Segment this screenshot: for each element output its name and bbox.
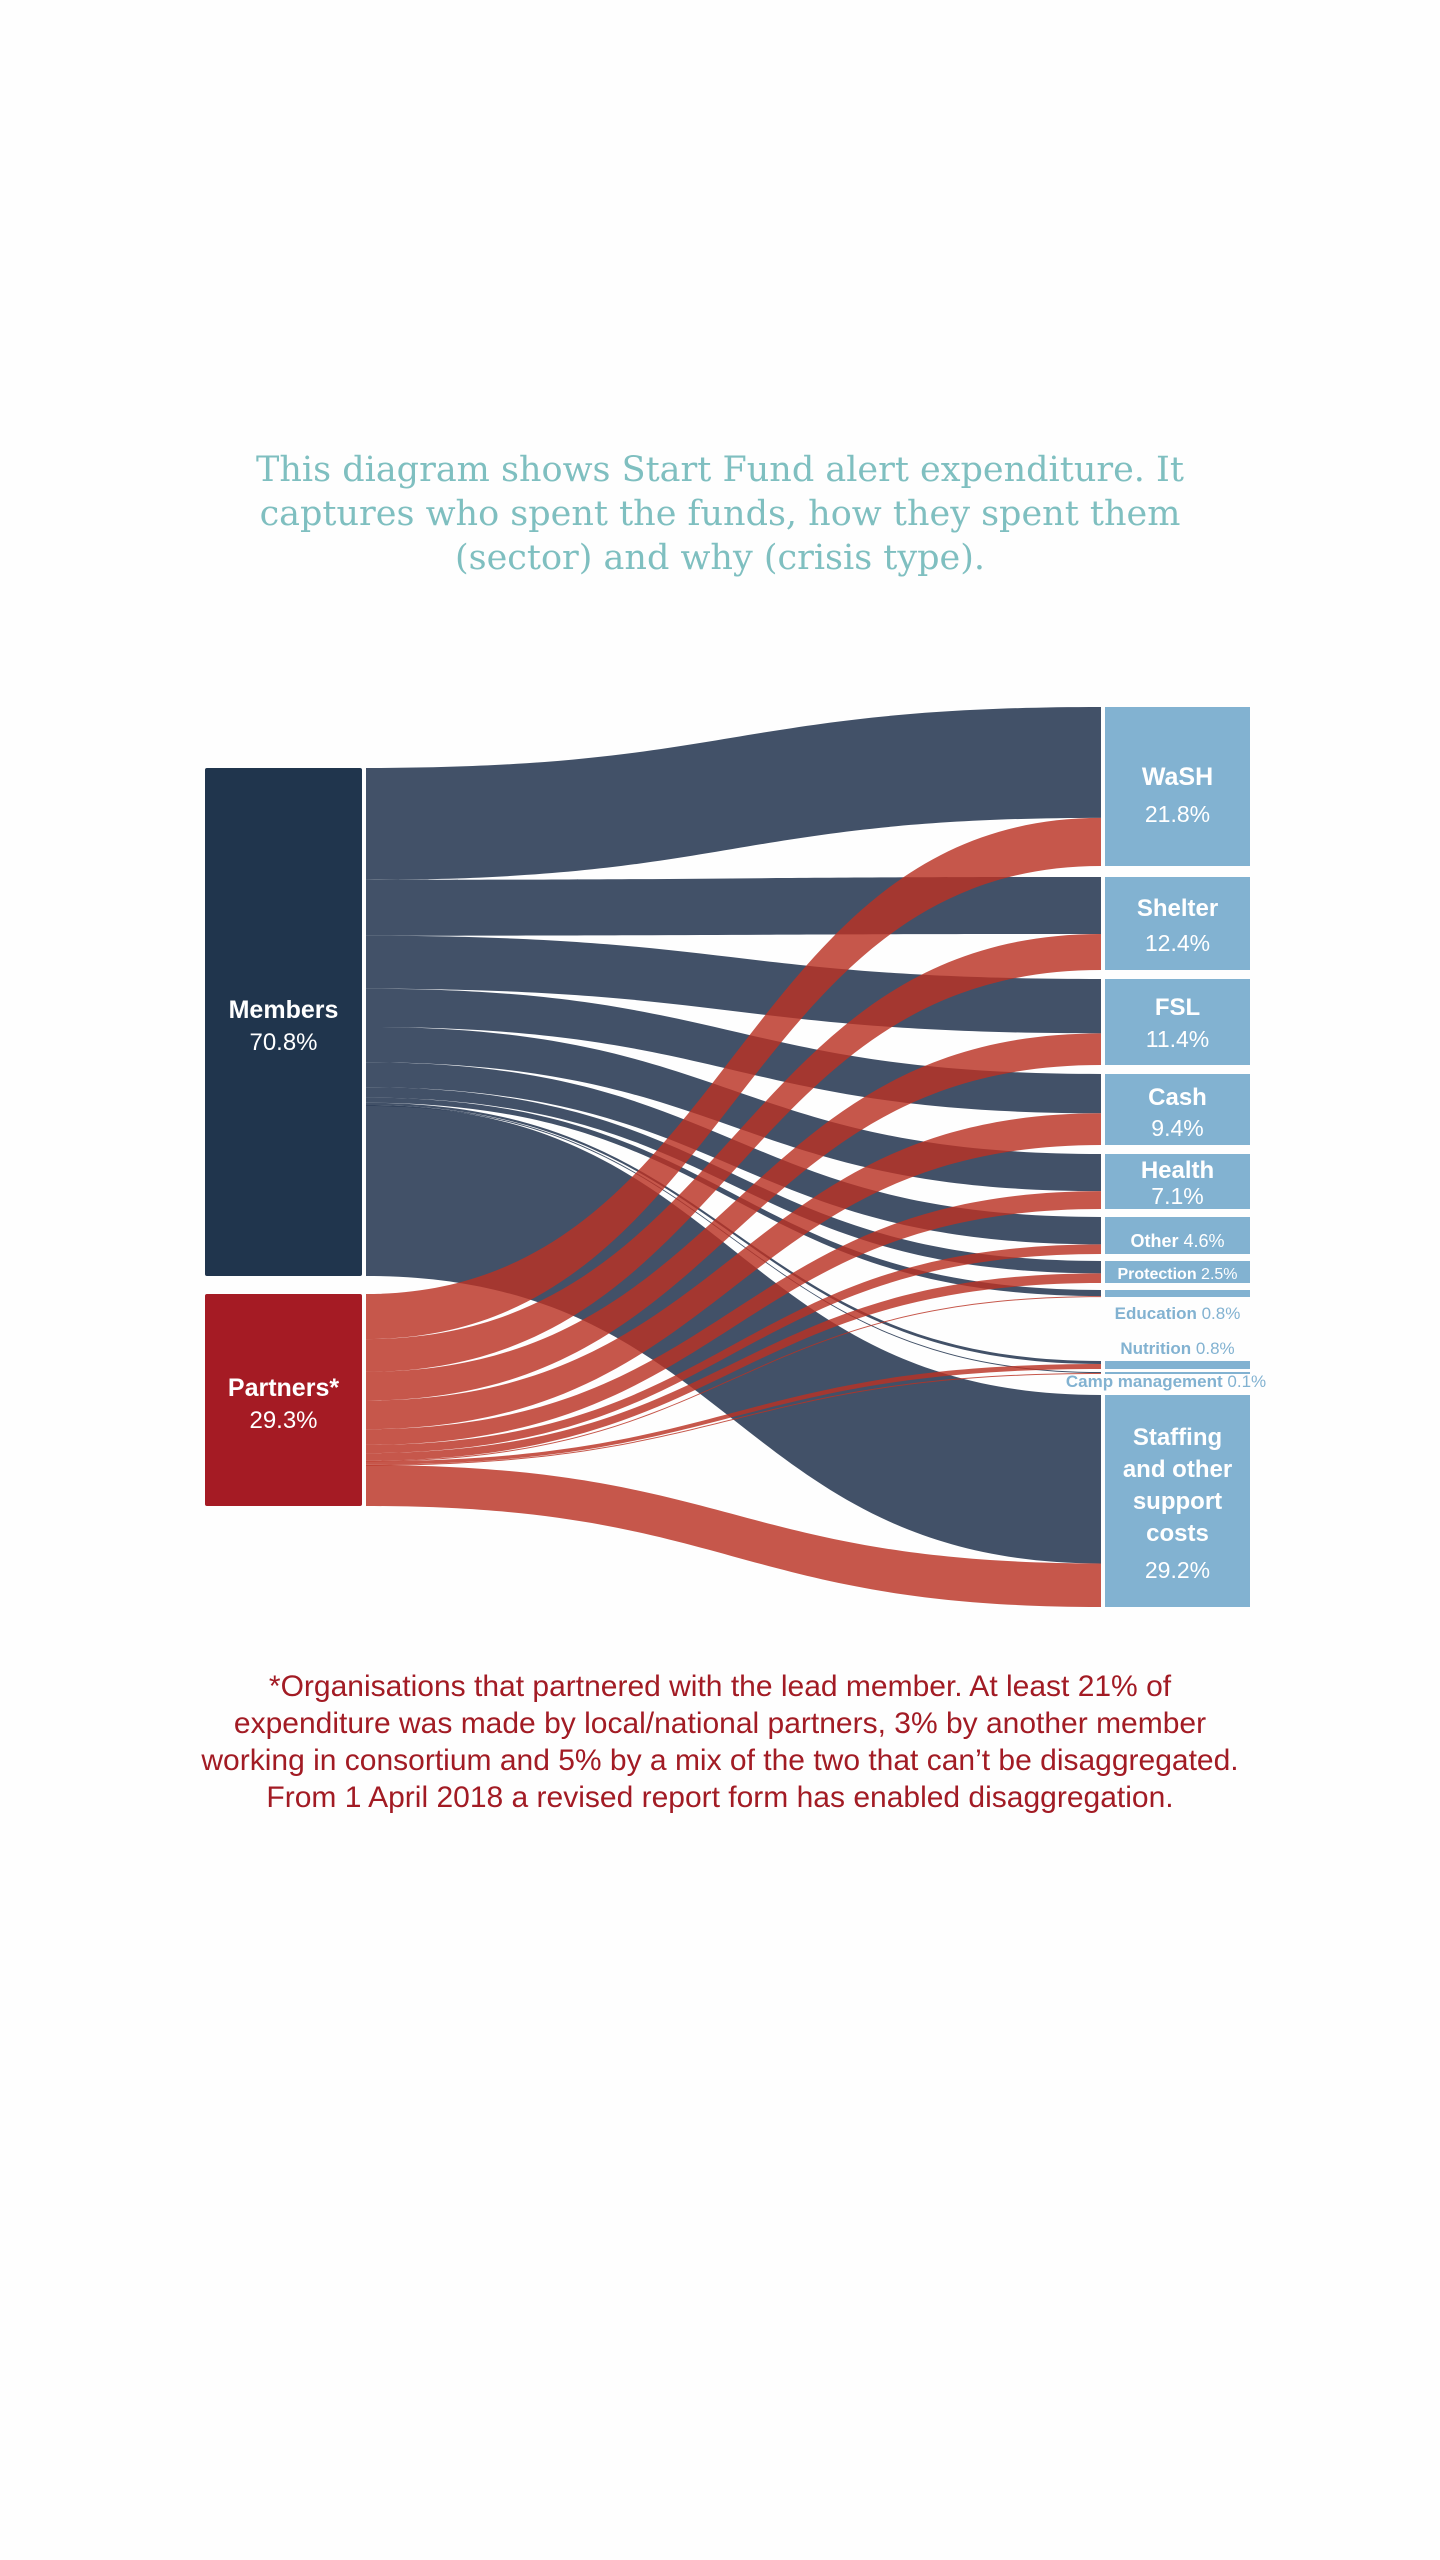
flow-partners-to-fsl (366, 1033, 1101, 1401)
flows-layer (366, 707, 1101, 1607)
node-label-education: Education 0.8% (1115, 1304, 1241, 1323)
flow-partners-to-camp-management (366, 1373, 1101, 1466)
node-shelter (1105, 877, 1250, 970)
flow-members-to-wash (366, 707, 1101, 880)
node-value-partners: 29.3% (249, 1407, 317, 1434)
flow-members-to-nutrition (366, 1102, 1101, 1364)
sankey-diagram: Members 70.8% Partners* 29.3% WaSH 21.8% Shelt… (205, 707, 1266, 1607)
flow-partners-to-cash (366, 1113, 1101, 1430)
flow-partners-to-other (366, 1244, 1101, 1454)
node-label-staffing-line-4: costs (1146, 1520, 1209, 1547)
node-label-shelter: Shelter (1137, 895, 1218, 922)
node-label-health: Health (1141, 1157, 1214, 1184)
flow-partners-to-education (366, 1296, 1101, 1462)
node-label-staffing-line-1: Staffing (1133, 1424, 1222, 1451)
node-wash (1105, 707, 1250, 866)
node-label-staffing-line-2: and other (1123, 1456, 1232, 1483)
node-members (205, 768, 362, 1276)
node-education (1105, 1290, 1250, 1297)
flow-members-to-education (366, 1097, 1101, 1297)
nodes-layer (205, 707, 1250, 1607)
labels-layer: Members 70.8% Partners* 29.3% WaSH 21.8% Shelt… (228, 763, 1266, 1583)
node-label-nutrition: Nutrition 0.8% (1120, 1339, 1234, 1358)
node-staffing-and-other-support-costs (1105, 1395, 1250, 1607)
node-other (1105, 1217, 1250, 1254)
flow-partners-to-shelter (366, 934, 1101, 1372)
flow-members-to-camp-management (366, 1104, 1101, 1373)
node-label-other: Other 4.6% (1130, 1231, 1224, 1251)
flow-members-to-protection (366, 1087, 1101, 1274)
node-label-wash: WaSH (1142, 763, 1213, 791)
node-label-fsl: FSL (1155, 994, 1200, 1021)
node-value-members: 70.8% (249, 1029, 317, 1056)
node-value-health: 7.1% (1151, 1183, 1203, 1209)
node-label-protection: Protection 2.5% (1117, 1266, 1237, 1283)
flow-partners-to-protection (366, 1273, 1101, 1461)
node-protection (1105, 1261, 1250, 1283)
flow-members-to-staffing-and-other-support-costs (366, 1105, 1101, 1564)
node-label-partners: Partners* (228, 1374, 339, 1402)
flow-partners-to-wash (366, 817, 1101, 1340)
node-health (1105, 1154, 1250, 1209)
intro-text: This diagram shows Start Fund alert expe… (256, 450, 1184, 578)
node-label-staffing-line-3: support (1133, 1488, 1222, 1515)
node-cash (1105, 1074, 1250, 1145)
node-partners (205, 1294, 362, 1506)
footnote-text: *Organisations that partnered with the l… (201, 1670, 1239, 1814)
node-value-wash: 21.8% (1145, 801, 1210, 827)
node-label-camp-management: Camp management 0.1% (1066, 1372, 1266, 1391)
flow-partners-to-health (366, 1191, 1101, 1445)
node-value-fsl: 11.4% (1146, 1026, 1210, 1052)
node-nutrition (1105, 1361, 1250, 1369)
node-label-cash: Cash (1148, 1084, 1207, 1111)
node-value-shelter: 12.4% (1145, 930, 1210, 956)
flow-members-to-shelter (366, 877, 1101, 936)
node-value-staffing-and-other-support-costs: 29.2% (1145, 1557, 1210, 1583)
flow-partners-to-nutrition (366, 1364, 1101, 1465)
node-camp-management (1105, 1372, 1250, 1374)
node-value-cash: 9.4% (1151, 1115, 1203, 1141)
node-label-members: Members (229, 996, 339, 1024)
flow-partners-to-staffing-and-other-support-costs (366, 1465, 1101, 1607)
node-fsl (1105, 979, 1250, 1065)
